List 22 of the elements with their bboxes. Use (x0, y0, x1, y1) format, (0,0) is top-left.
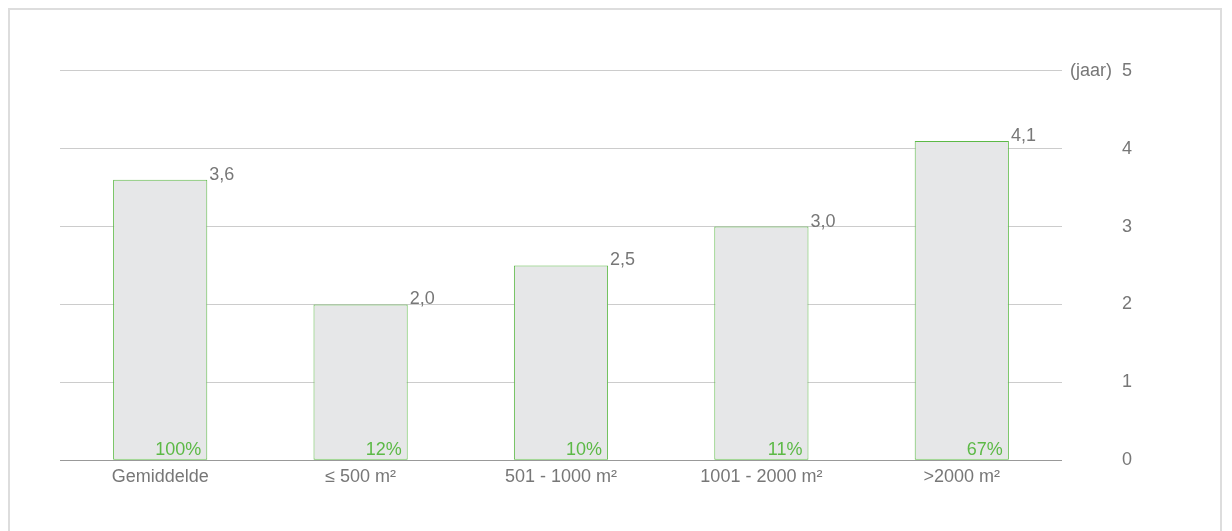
x-tick-label: 501 - 1000 m² (504, 465, 618, 486)
y-tick-label: 5 (1121, 59, 1132, 80)
annotation: 11% (767, 439, 803, 460)
x-tick-label: ≤ 500 m² (325, 465, 397, 486)
x-tick-label: >2000 m² (923, 465, 1001, 486)
x-tick-label: 1001 - 2000 m² (700, 465, 823, 486)
y-tick-label: 0 (1121, 449, 1132, 470)
y-tick-label: 2 (1121, 293, 1132, 314)
y-tick-label: 1 (1121, 371, 1132, 392)
data-label: 2,0 (409, 288, 435, 309)
data-label: 2,5 (610, 249, 636, 270)
data-label: 3,0 (810, 210, 836, 231)
y-tick-label: 3 (1121, 215, 1132, 236)
y-axis-title: (jaar) (1069, 59, 1112, 80)
annotation: 10% (566, 439, 603, 460)
annotation: 100% (155, 439, 202, 460)
annotation: 67% (966, 439, 1003, 460)
y-tick-label: 4 (1121, 137, 1132, 158)
x-tick-label: Gemiddelde (111, 465, 209, 486)
annotation: 12% (365, 439, 402, 460)
data-label: 3,6 (209, 163, 235, 184)
data-label: 4,1 (1010, 124, 1036, 145)
